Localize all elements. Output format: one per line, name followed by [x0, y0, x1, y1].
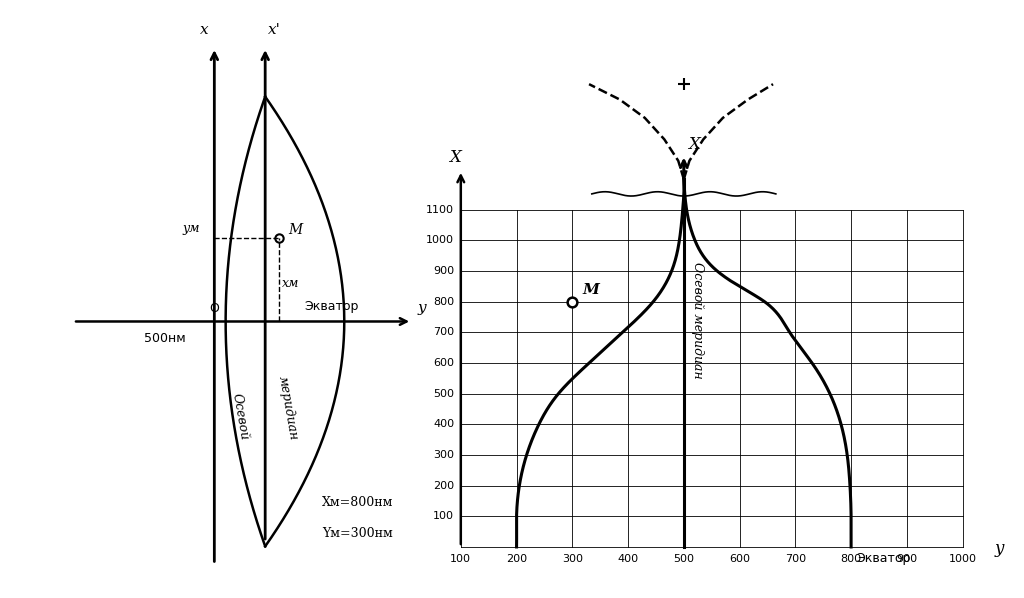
Text: 300: 300 — [433, 450, 454, 460]
Text: X: X — [688, 136, 700, 152]
Text: Xм=800нм: Xм=800нм — [322, 496, 393, 509]
Text: 1000: 1000 — [948, 554, 977, 564]
Text: M: M — [583, 283, 599, 297]
Text: 600: 600 — [729, 554, 751, 564]
Text: 200: 200 — [433, 481, 454, 490]
Text: 700: 700 — [784, 554, 806, 564]
Text: x: x — [200, 23, 209, 36]
Text: Экватор: Экватор — [857, 552, 911, 565]
Text: 1000: 1000 — [426, 236, 454, 245]
Text: 200: 200 — [506, 554, 527, 564]
Text: меридиан: меридиан — [275, 375, 300, 441]
Text: 500: 500 — [674, 554, 694, 564]
Text: O: O — [209, 303, 219, 316]
Text: 900: 900 — [433, 266, 454, 276]
Text: 900: 900 — [896, 554, 918, 564]
Text: xм: xм — [283, 276, 299, 289]
Text: 300: 300 — [562, 554, 583, 564]
Text: y: y — [418, 301, 426, 316]
Text: yм: yм — [182, 221, 201, 234]
Text: 600: 600 — [433, 358, 454, 368]
Text: 100: 100 — [451, 554, 471, 564]
Text: Осевой меридиан: Осевой меридиан — [690, 261, 703, 379]
Text: Yм=300нм: Yм=300нм — [322, 527, 392, 541]
Text: 100: 100 — [433, 511, 454, 521]
Text: 1100: 1100 — [426, 205, 454, 215]
Text: 800: 800 — [841, 554, 861, 564]
Text: 500нм: 500нм — [143, 332, 185, 344]
Text: Экватор: Экватор — [305, 300, 359, 313]
Text: x': x' — [268, 23, 281, 36]
Text: 500: 500 — [433, 389, 454, 399]
Text: y: y — [994, 540, 1004, 557]
Text: 700: 700 — [433, 328, 454, 337]
Text: 800: 800 — [433, 297, 454, 307]
Text: 400: 400 — [617, 554, 639, 564]
Text: Осевой: Осевой — [229, 392, 250, 441]
Text: X: X — [450, 150, 461, 166]
Text: 400: 400 — [433, 419, 454, 429]
Text: M: M — [288, 223, 302, 237]
